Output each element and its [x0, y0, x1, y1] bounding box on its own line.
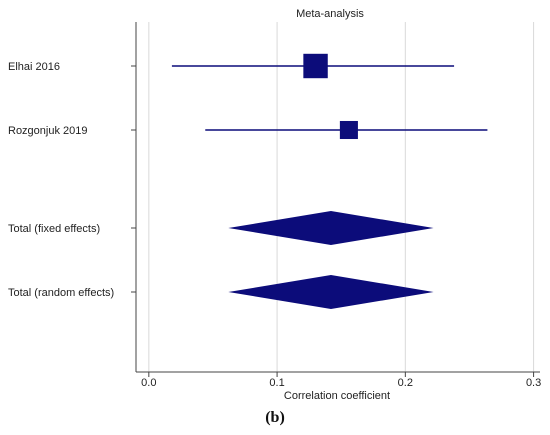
figure-caption: (b) — [265, 409, 285, 426]
x-axis-label: Correlation coefficient — [284, 390, 390, 402]
effect-size-marker — [339, 120, 358, 140]
total-label: Total (random effects) — [8, 287, 114, 299]
x-tick-label: 0.2 — [398, 377, 413, 389]
grid-lines — [148, 22, 535, 372]
summary-diamond — [228, 275, 434, 309]
chart-title: Meta-analysis — [296, 8, 364, 20]
study-label: Elhai 2016 — [8, 61, 60, 73]
summary-diamond — [228, 211, 434, 245]
total-label: Total (fixed effects) — [8, 223, 100, 235]
study-label: Rozgonjuk 2019 — [8, 125, 88, 137]
x-axis-ticks: 0.0 0.1 0.2 0.3 — [141, 372, 541, 389]
x-tick-label: 0.0 — [141, 377, 156, 389]
effect-size-marker — [303, 53, 328, 79]
x-tick-label: 0.3 — [526, 377, 541, 389]
x-tick-label: 0.1 — [269, 377, 284, 389]
forest-rows: Elhai 2016 Rozgonjuk 2019 Total (fixed eff… — [8, 53, 488, 309]
